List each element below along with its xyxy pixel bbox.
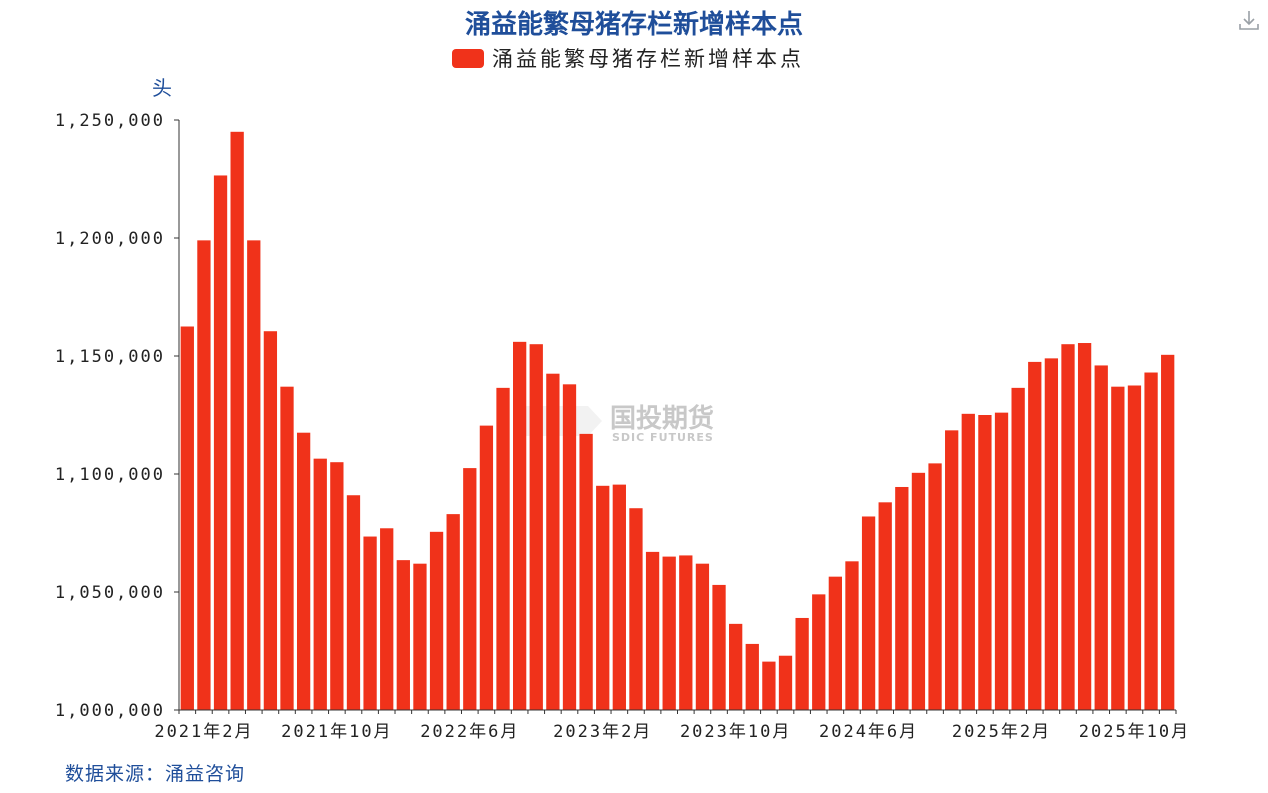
x-tick-label: 2022年6月 [420, 722, 519, 742]
bar-2023-03[interactable] [612, 484, 626, 710]
x-axis: 2021年2月 2021年10月 2022年6月 2023年2月 2023年10月 202… [154, 709, 1190, 742]
bar-2021-02[interactable] [197, 240, 211, 711]
bar-2021-07[interactable] [280, 386, 294, 710]
legend-swatch [452, 49, 484, 68]
bar-2024-07[interactable] [878, 502, 892, 710]
y-tick-label: 1,150,000 [55, 347, 165, 367]
bar-2025-02[interactable] [994, 412, 1009, 710]
bar-2024-05[interactable] [845, 561, 859, 710]
bar-2024-11[interactable] [945, 430, 959, 710]
bar-2022-10[interactable] [529, 344, 543, 710]
legend[interactable]: 涌益能繁母猪存栏新增样本点 [452, 47, 804, 71]
bar-2022-03[interactable] [413, 563, 427, 710]
bar-2022-09[interactable] [513, 341, 527, 710]
bar-2022-05[interactable] [446, 514, 460, 710]
bar-2022-01[interactable] [380, 528, 394, 710]
bar-2023-04[interactable] [629, 508, 643, 710]
bar-2025-04[interactable] [1028, 361, 1042, 710]
bar-2022-11[interactable] [546, 373, 560, 710]
x-tick-label: 2025年2月 [952, 722, 1051, 742]
bar-2023-01[interactable] [579, 433, 593, 710]
y-tick-label: 1,250,000 [55, 111, 165, 131]
bar-2023-02[interactable] [596, 485, 610, 710]
x-tick-label: 2021年2月 [154, 722, 253, 742]
bar-2024-08[interactable] [895, 486, 909, 710]
bar-2024-12[interactable] [961, 413, 975, 710]
bar-2024-04[interactable] [828, 576, 842, 710]
x-tick-label: 2021年10月 [281, 722, 392, 742]
bar-2025-08[interactable] [1094, 365, 1108, 710]
bar-2022-07[interactable] [479, 425, 494, 710]
bar-2025-10[interactable] [1127, 385, 1142, 711]
watermark-name-en: SDIC FUTURES [612, 431, 714, 444]
bar-2021-09[interactable] [313, 458, 327, 710]
bar-2024-03[interactable] [812, 594, 826, 710]
bar-2024-09[interactable] [911, 472, 926, 710]
bar-2023-12[interactable] [762, 661, 776, 710]
bar-2023-11[interactable] [745, 643, 759, 710]
bar-2021-01[interactable] [180, 326, 194, 711]
bar-2021-03[interactable] [213, 175, 228, 710]
bar-2021-10[interactable] [330, 462, 344, 710]
bar-2022-02[interactable] [396, 560, 410, 710]
x-tick-label: 2023年2月 [553, 722, 652, 742]
y-tick-label: 1,200,000 [55, 229, 165, 249]
bar-2023-07[interactable] [679, 555, 693, 710]
bar-2021-11[interactable] [346, 495, 361, 710]
bar-2022-04[interactable] [429, 531, 444, 710]
bar-2022-08[interactable] [496, 387, 510, 710]
bar-2024-06[interactable] [861, 516, 876, 710]
bar-2025-11[interactable] [1144, 372, 1158, 710]
bar-2023-10[interactable] [729, 623, 743, 710]
bar-2021-12[interactable] [363, 536, 377, 710]
bar-2025-05[interactable] [1044, 358, 1059, 710]
bar-2025-01[interactable] [978, 415, 992, 710]
bar-2023-05[interactable] [645, 551, 660, 710]
chart-title: 涌益能繁母猪存栏新增样本点 [465, 9, 803, 40]
bar-2021-08[interactable] [296, 432, 311, 710]
bar-2022-06[interactable] [463, 468, 477, 710]
bar-2024-10[interactable] [928, 463, 942, 710]
y-tick-label: 1,100,000 [55, 465, 165, 485]
x-tick-label: 2024年6月 [819, 722, 918, 742]
bar-2022-12[interactable] [562, 384, 577, 710]
bar-2025-09[interactable] [1111, 386, 1125, 710]
x-tick-label: 2023年10月 [680, 722, 791, 742]
y-axis-unit: 头 [152, 76, 172, 100]
bar-2021-05[interactable] [247, 240, 261, 711]
bar-2021-04[interactable] [230, 131, 244, 711]
bar-2023-06[interactable] [662, 556, 676, 710]
bar-2023-08[interactable] [695, 563, 710, 710]
x-tick-label: 2025年10月 [1079, 722, 1190, 742]
bar-2025-06[interactable] [1061, 344, 1075, 710]
y-axis: 1,000,000 1,050,000 1,100,000 1,150,000 1,20… [55, 111, 180, 721]
bar-2023-09[interactable] [712, 584, 726, 710]
legend-label: 涌益能繁母猪存栏新增样本点 [492, 47, 804, 71]
watermark-name-cn: 国投期货 [610, 403, 714, 434]
bar-2025-03[interactable] [1011, 387, 1025, 710]
y-tick-label: 1,050,000 [55, 583, 165, 603]
bar-2024-02[interactable] [795, 617, 809, 710]
download-icon[interactable] [1239, 11, 1259, 30]
bar-2025-07[interactable] [1077, 343, 1092, 710]
bar-2025-12[interactable] [1161, 354, 1175, 710]
data-source: 数据来源：涌益咨询 [65, 763, 245, 785]
bars [180, 131, 1175, 711]
bar-2024-01[interactable] [778, 655, 793, 710]
y-tick-label: 1,000,000 [55, 701, 165, 721]
bar-2021-06[interactable] [263, 331, 278, 710]
